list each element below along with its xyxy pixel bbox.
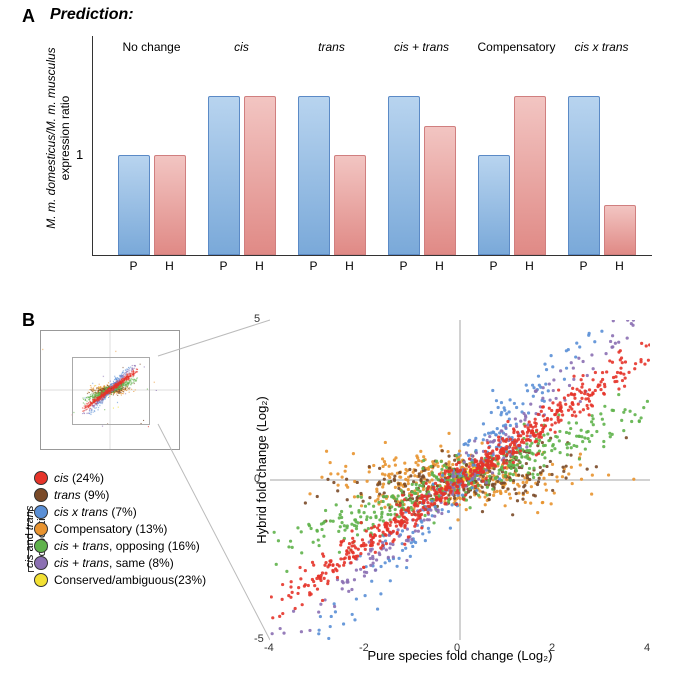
x-letter: H <box>244 259 276 273</box>
legend-item: Conserved/ambiguous(23%) <box>34 573 206 587</box>
bar-p <box>568 96 600 255</box>
bar-h <box>424 126 456 255</box>
bar-p <box>118 155 150 255</box>
y-tick: -5 <box>254 633 264 645</box>
legend-item: cis (24%) <box>34 471 206 485</box>
bar-p <box>388 96 420 255</box>
x-tick: 2 <box>549 642 555 654</box>
x-tick: -2 <box>359 642 369 654</box>
x-letter: P <box>298 259 330 273</box>
x-letter: P <box>478 259 510 273</box>
bar-group: CompensatoryPH <box>478 36 546 255</box>
legend-dot-icon <box>34 556 48 570</box>
legend-dot-icon <box>34 471 48 485</box>
group-label: cis x trans <box>568 40 636 54</box>
legend-item: cis + trans, same (8%) <box>34 556 206 570</box>
x-letter: H <box>154 259 186 273</box>
legend-label: Compensatory (13%) <box>54 522 167 536</box>
x-letter: P <box>388 259 420 273</box>
bar-h <box>334 155 366 255</box>
x-letter: P <box>118 259 150 273</box>
legend-item: Compensatory (13%) <box>34 522 206 536</box>
legend-dot-icon <box>34 539 48 553</box>
legend-dot-icon <box>34 505 48 519</box>
x-letter: H <box>604 259 636 273</box>
group-label: trans <box>298 40 366 54</box>
panel-b: B cis and transin opposition cis (24%)tr… <box>0 310 681 677</box>
legend-label: trans (9%) <box>54 488 109 502</box>
legend-item: cis + trans, opposing (16%) <box>34 539 206 553</box>
bar-h <box>244 96 276 255</box>
x-letter: H <box>514 259 546 273</box>
x-letter: H <box>424 259 456 273</box>
group-label: No change <box>118 40 186 54</box>
panel-a-label: A <box>22 6 35 27</box>
scatter-main <box>270 320 650 640</box>
bar-chart: No changePH cisPH transPH cis + transPH Comp… <box>92 36 652 256</box>
bar-h <box>604 205 636 255</box>
legend: cis (24%) trans (9%) cis x trans (7%) Compe… <box>34 468 206 590</box>
legend-label: cis + trans, same (8%) <box>54 556 174 570</box>
legend-label: cis x trans (7%) <box>54 505 137 519</box>
legend-label: Conserved/ambiguous(23%) <box>54 573 206 587</box>
bar-group: No changePH <box>118 36 186 255</box>
legend-item: trans (9%) <box>34 488 206 502</box>
x-tick: -4 <box>264 642 274 654</box>
legend-label: cis (24%) <box>54 471 104 485</box>
panel-a-title: Prediction: <box>50 6 134 24</box>
bar-group: cis + transPH <box>388 36 456 255</box>
legend-dot-icon <box>34 522 48 536</box>
bar-group: cis x transPH <box>568 36 636 255</box>
group-label: cis <box>208 40 276 54</box>
x-tick: 4 <box>644 642 650 654</box>
bar-p <box>478 155 510 255</box>
y-axis-label-b: Hybrid fold change (Log₂) <box>254 370 269 570</box>
legend-dot-icon <box>34 573 48 587</box>
scatter-inset <box>40 330 180 450</box>
group-label: cis + trans <box>388 40 456 54</box>
y-tick: 5 <box>254 313 260 325</box>
bar-group: transPH <box>298 36 366 255</box>
x-tick: 0 <box>454 642 460 654</box>
inset-zoom-box <box>72 357 150 424</box>
y-tick-1: 1 <box>76 147 83 162</box>
y-tick: 0 <box>254 473 260 485</box>
legend-dot-icon <box>34 488 48 502</box>
bar-p <box>208 96 240 255</box>
scatter-canvas <box>270 320 650 640</box>
bar-h <box>154 155 186 255</box>
group-label: Compensatory <box>478 40 546 54</box>
x-letter: H <box>334 259 366 273</box>
bar-p <box>298 96 330 255</box>
bar-group: cisPH <box>208 36 276 255</box>
legend-label: cis + trans, opposing (16%) <box>54 539 200 553</box>
legend-item: cis x trans (7%) <box>34 505 206 519</box>
y-axis-label: M. m. domesticus/M. m. musculus expressi… <box>44 28 72 248</box>
bar-h <box>514 96 546 255</box>
x-letter: P <box>208 259 240 273</box>
x-letter: P <box>568 259 600 273</box>
panel-b-label: B <box>22 310 35 331</box>
panel-a: A Prediction: M. m. domesticus/M. m. mus… <box>0 0 681 300</box>
